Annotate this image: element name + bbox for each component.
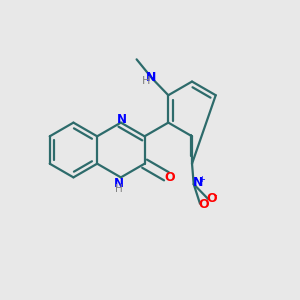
Text: N: N xyxy=(193,176,203,190)
Text: +: + xyxy=(198,175,205,184)
Text: H: H xyxy=(115,184,122,194)
Text: H: H xyxy=(142,76,151,86)
Text: -: - xyxy=(214,190,217,200)
Text: O: O xyxy=(165,171,175,184)
Text: N: N xyxy=(146,71,156,84)
Text: O: O xyxy=(198,198,209,211)
Text: O: O xyxy=(207,192,218,205)
Text: N: N xyxy=(113,177,124,190)
Text: N: N xyxy=(117,112,127,126)
